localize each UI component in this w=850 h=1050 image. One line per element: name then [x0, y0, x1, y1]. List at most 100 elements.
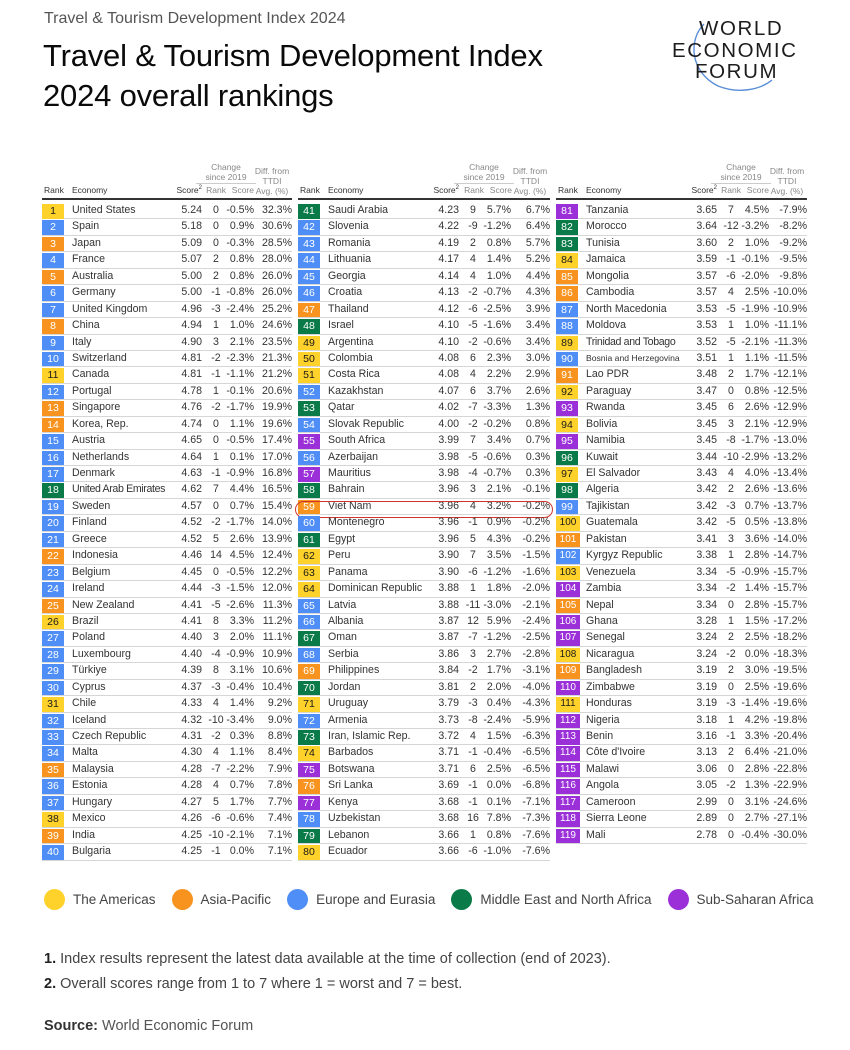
score-value: 4.41	[181, 614, 202, 627]
header-diff: Diff. from TTDI Avg. (%)	[769, 166, 805, 196]
score-change: 3.3%	[229, 614, 254, 627]
score-value: 3.19	[696, 680, 717, 693]
rank-badge: 29	[42, 664, 64, 679]
score-change: 1.4%	[744, 582, 769, 595]
legend-label: Asia-Pacific	[200, 892, 272, 907]
rank-change: 1	[470, 582, 476, 595]
diff-from-average: 8.8%	[267, 730, 292, 742]
score-change: -0.6%	[483, 335, 511, 348]
economy-name: Jamaica	[586, 253, 626, 266]
diff-from-average: -22.9%	[773, 779, 807, 792]
rank-change: 7	[470, 549, 476, 562]
score-change: -2.4%	[226, 302, 254, 315]
rank-badge: 82	[556, 220, 578, 235]
table-row: 104 Zambia 3.34 -2 1.4% -15.7%	[556, 581, 807, 598]
rank-badge: 27	[42, 631, 64, 646]
diff-from-average: -2.0%	[522, 582, 550, 595]
economy-name: Bolivia	[586, 417, 618, 430]
rank-badge: 64	[298, 582, 320, 597]
rank-badge: 116	[556, 779, 580, 794]
score-change: 1.1%	[229, 417, 254, 430]
rank-badge: 105	[556, 598, 580, 613]
rank-badge: 49	[298, 335, 320, 350]
table-row: 112 Nigeria 3.18 1 4.2% -19.8%	[556, 713, 807, 729]
rank-badge: 31	[42, 697, 64, 712]
diff-from-average: -15.7%	[773, 565, 807, 578]
rank-badge: 20	[42, 516, 64, 531]
table-row: 26 Brazil 4.41 8 3.3% 11.2%	[42, 614, 292, 631]
table-row: 55 South Africa 3.99 7 3.4% 0.7%	[298, 433, 550, 450]
rank-change: 2	[470, 680, 476, 693]
diff-from-average: 21.3%	[261, 351, 292, 364]
rank-badge: 2	[42, 220, 64, 235]
rank-badge: 19	[42, 499, 64, 515]
rank-change: 0	[728, 598, 734, 611]
score-change: 1.3%	[744, 779, 769, 792]
rank-change: 5	[213, 532, 219, 545]
legend-dot-icon	[451, 889, 473, 910]
table-row: 96 Kuwait 3.44 -10 -2.9% -13.2%	[556, 450, 807, 466]
score-change: -3.4%	[226, 713, 254, 726]
rank-change: -1	[211, 286, 221, 299]
diff-from-average: -10.9%	[773, 302, 807, 315]
score-value: 2.99	[696, 795, 717, 808]
economy-name: Uzbekistan	[328, 812, 381, 825]
score-value: 4.32	[181, 713, 202, 726]
rank-change: 3	[470, 647, 476, 660]
rank-badge: 112	[556, 713, 580, 729]
economy-name: Spain	[72, 220, 100, 233]
score-value: 3.96	[438, 483, 459, 496]
rank-badge: 61	[298, 532, 320, 548]
table-row: 13 Singapore 4.76 -2 -1.7% 19.9%	[42, 400, 292, 417]
economy-name: Luxembourg	[72, 647, 131, 660]
table-row: 70 Jordan 3.81 2 2.0% -4.0%	[298, 680, 550, 697]
economy-name: Algeria	[586, 483, 619, 496]
score-change: 1.0%	[486, 269, 511, 282]
diff-from-average: 16.8%	[261, 467, 292, 479]
rank-badge: 104	[556, 582, 580, 597]
table-row: 21 Greece 4.52 5 2.6% 13.9%	[42, 532, 292, 549]
score-value: 3.16	[696, 730, 717, 742]
score-change: -2.9%	[741, 450, 769, 463]
table-row: 101 Pakistan 3.41 3 3.6% -14.0%	[556, 532, 807, 549]
diff-from-average: 6.7%	[525, 204, 550, 216]
economy-name: United Kingdom	[72, 302, 148, 315]
rank-badge: 52	[298, 384, 320, 400]
diff-from-average: 7.1%	[267, 828, 292, 841]
rank-change: 4	[728, 286, 734, 299]
rank-change: 1	[213, 384, 219, 397]
diff-from-average: 19.9%	[261, 401, 292, 414]
rank-badge: 95	[556, 434, 578, 449]
rank-change: -2	[468, 417, 478, 430]
diff-from-average: -13.7%	[773, 499, 807, 512]
score-value: 4.22	[438, 220, 459, 233]
diff-from-average: -7.3%	[522, 812, 550, 825]
diff-from-average: 0.8%	[525, 417, 550, 430]
score-change: 2.6%	[744, 483, 769, 496]
rank-change: 16	[467, 812, 479, 825]
rank-change: -4	[211, 647, 221, 660]
rank-change: -5	[726, 335, 736, 348]
economy-name: Montenegro	[328, 516, 385, 529]
diff-from-average: -7.1%	[522, 795, 550, 808]
score-value: 3.68	[438, 795, 459, 808]
score-value: 4.02	[438, 401, 459, 414]
header-change-score: Score	[746, 185, 769, 195]
score-change: -0.1%	[741, 253, 769, 266]
diff-from-average: 2.9%	[525, 368, 550, 381]
diff-from-average: -20.4%	[773, 730, 807, 742]
table-header: Rank Economy Score2 Change since 2019 Rank Sco…	[42, 160, 292, 200]
table-row: 93 Rwanda 3.45 6 2.6% -12.9%	[556, 400, 807, 417]
economy-name: Cameroon	[586, 795, 636, 808]
score-value: 3.45	[696, 434, 717, 447]
table-row: 73 Iran, Islamic Rep. 3.72 4 1.5% -6.3%	[298, 729, 550, 746]
logo-line-1: WORLD	[699, 17, 784, 40]
score-change: 3.4%	[486, 434, 511, 447]
rank-change: 12	[467, 614, 479, 627]
economy-name: Nigeria	[586, 713, 620, 726]
diff-from-average: -15.7%	[773, 582, 807, 595]
score-value: 3.19	[696, 664, 717, 677]
table-row: 24 Ireland 4.44 -3 -1.5% 12.0%	[42, 581, 292, 598]
score-value: 3.86	[438, 647, 459, 660]
economy-name: Barbados	[328, 746, 374, 759]
